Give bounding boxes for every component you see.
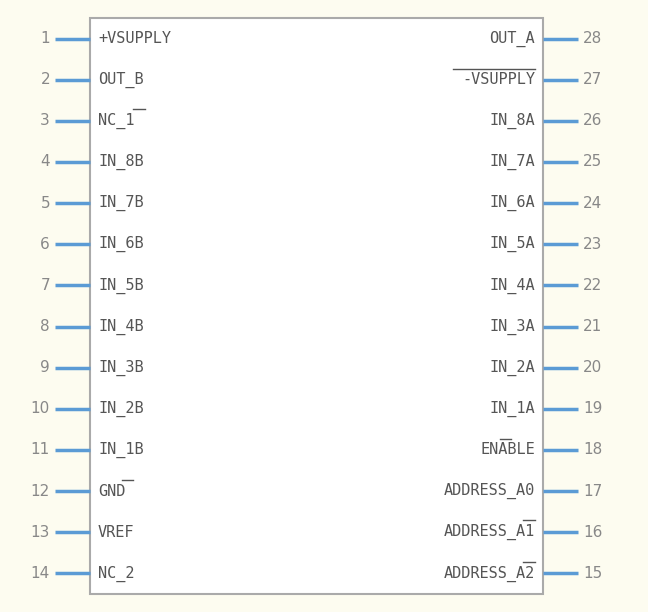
Text: 9: 9 [40, 360, 50, 375]
Text: 2: 2 [40, 72, 50, 88]
Text: IN_5A: IN_5A [489, 236, 535, 252]
Text: 22: 22 [583, 278, 602, 293]
Text: +VSUPPLY: +VSUPPLY [98, 31, 171, 46]
Text: IN_3A: IN_3A [489, 318, 535, 335]
Text: 12: 12 [30, 483, 50, 499]
Text: IN_4B: IN_4B [98, 318, 144, 335]
Text: 27: 27 [583, 72, 602, 88]
Text: ENABLE: ENABLE [480, 442, 535, 458]
Text: NC_1: NC_1 [98, 113, 135, 129]
Text: IN_7B: IN_7B [98, 195, 144, 211]
Text: 28: 28 [583, 31, 602, 46]
Text: 26: 26 [583, 113, 603, 129]
Text: IN_2B: IN_2B [98, 401, 144, 417]
Text: IN_8A: IN_8A [489, 113, 535, 129]
Text: 3: 3 [40, 113, 50, 129]
Text: 7: 7 [40, 278, 50, 293]
Text: 16: 16 [583, 524, 603, 540]
Text: ADDRESS_A0: ADDRESS_A0 [444, 483, 535, 499]
Text: 5: 5 [40, 196, 50, 211]
Text: 23: 23 [583, 237, 603, 252]
Text: IN_1B: IN_1B [98, 442, 144, 458]
Text: IN_1A: IN_1A [489, 401, 535, 417]
Text: ADDRESS_A1: ADDRESS_A1 [444, 524, 535, 540]
Text: IN_6B: IN_6B [98, 236, 144, 252]
Text: 20: 20 [583, 360, 602, 375]
Text: 18: 18 [583, 442, 602, 458]
Text: 6: 6 [40, 237, 50, 252]
Text: GND: GND [98, 483, 125, 499]
Text: IN_3B: IN_3B [98, 360, 144, 376]
Text: VREF: VREF [98, 524, 135, 540]
Text: 8: 8 [40, 319, 50, 334]
Text: ADDRESS_A2: ADDRESS_A2 [444, 565, 535, 581]
Text: 15: 15 [583, 566, 602, 581]
Text: 24: 24 [583, 196, 602, 211]
Text: 21: 21 [583, 319, 602, 334]
Text: 17: 17 [583, 483, 602, 499]
Text: IN_5B: IN_5B [98, 277, 144, 294]
Text: IN_7A: IN_7A [489, 154, 535, 170]
Text: 13: 13 [30, 524, 50, 540]
Text: -VSUPPLY: -VSUPPLY [462, 72, 535, 88]
Bar [90, 18, 543, 594]
Text: 19: 19 [583, 401, 603, 416]
Text: IN_4A: IN_4A [489, 277, 535, 294]
Text: IN_8B: IN_8B [98, 154, 144, 170]
Text: OUT_B: OUT_B [98, 72, 144, 88]
Text: 11: 11 [30, 442, 50, 458]
Text: OUT_A: OUT_A [489, 31, 535, 47]
Text: IN_6A: IN_6A [489, 195, 535, 211]
Text: NC_2: NC_2 [98, 565, 135, 581]
Text: IN_2A: IN_2A [489, 360, 535, 376]
Text: 25: 25 [583, 154, 602, 170]
Text: 14: 14 [30, 566, 50, 581]
Text: 1: 1 [40, 31, 50, 46]
Text: 10: 10 [30, 401, 50, 416]
Text: 4: 4 [40, 154, 50, 170]
